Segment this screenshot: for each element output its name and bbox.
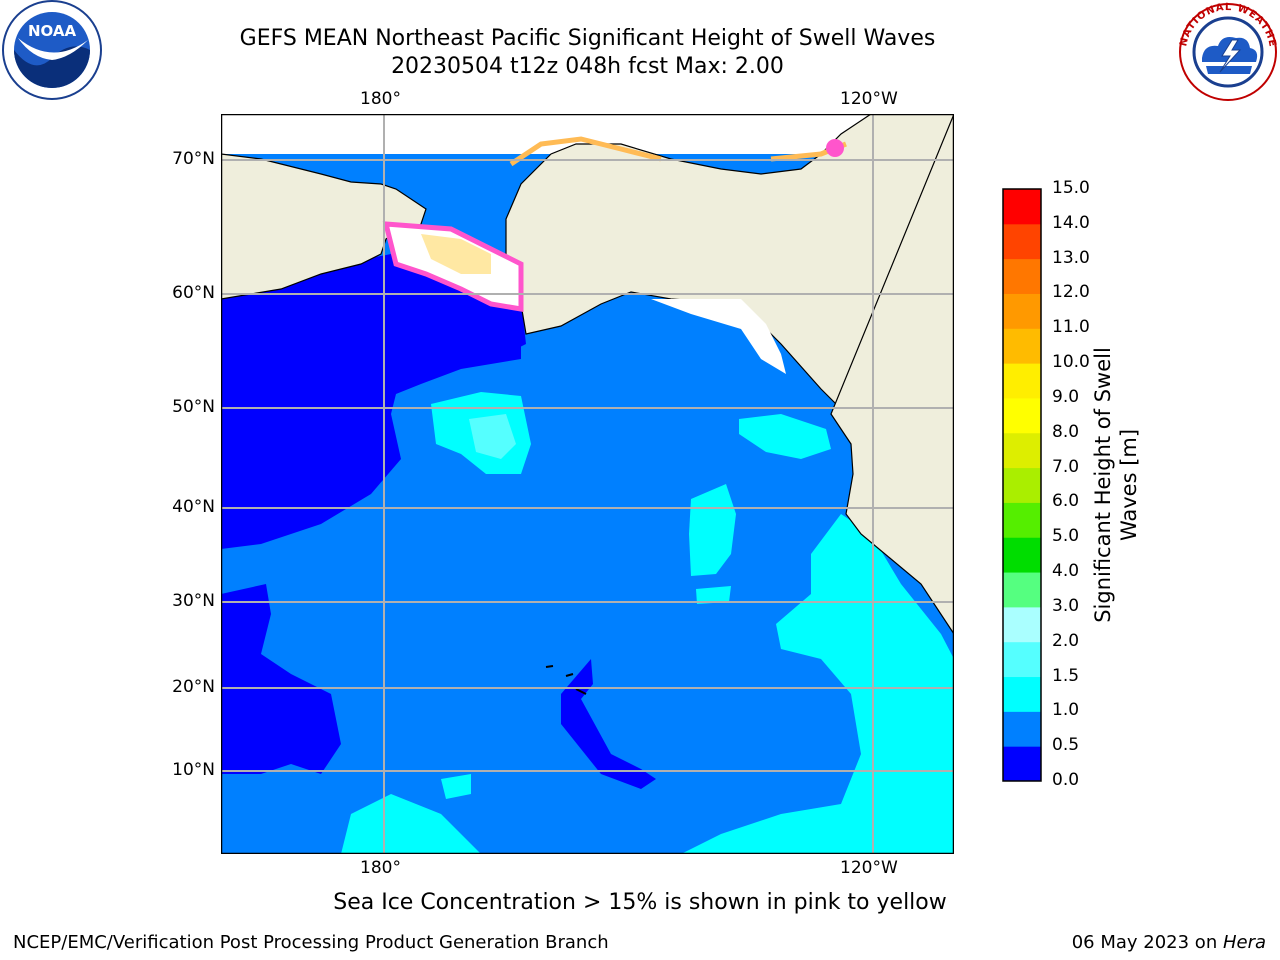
colorbar-label: Significant Height of Swell Waves [m] <box>1090 347 1142 623</box>
svg-text:NOAA: NOAA <box>28 22 77 40</box>
lat-label-40n: 40°N <box>172 497 215 517</box>
colorbar-segment <box>1003 397 1041 434</box>
lat-label-50n: 50°N <box>172 397 215 417</box>
hawaii-islands <box>545 665 587 695</box>
sea-ice-patch-east <box>826 139 844 157</box>
land-north-america-west <box>830 114 954 854</box>
sea-ice-bering-inner <box>421 234 491 274</box>
colorbar-segment <box>1003 328 1041 364</box>
map-title: GEFS MEAN Northeast Pacific Significant … <box>239 26 936 51</box>
graticule <box>221 114 954 854</box>
colorbar-tick-label: 15.0 <box>1052 178 1090 198</box>
swell-band-1.0-1.5-small-patch <box>696 586 731 604</box>
colorbar-segment <box>1003 258 1041 294</box>
lon-label-top-180: 180° <box>360 89 401 109</box>
colorbar-label-line1: Significant Height of Swell <box>1091 347 1115 623</box>
colorbar-tick-label: 7.0 <box>1052 456 1080 477</box>
colorbar-tick-label: 1.5 <box>1052 665 1080 686</box>
colorbar-segment <box>1003 572 1041 608</box>
noaa-logo-icon: NOAA <box>2 0 102 100</box>
map-frame <box>221 114 954 854</box>
colorbar-tick-label: 9.0 <box>1052 386 1080 407</box>
lat-label-20n: 20°N <box>172 677 215 697</box>
swell-band-1.0-1.5-east-patch <box>739 414 831 459</box>
colorbar-tick-label: 12.0 <box>1052 282 1090 303</box>
footer-date: 06 May 2023 on Hera <box>1072 932 1266 953</box>
lat-label-70n: 70°N <box>172 149 215 169</box>
colorbar-tick-label: 2.0 <box>1052 630 1080 651</box>
colorbar-segment <box>1003 641 1041 678</box>
swell-band-1.0-1.5-california-coast <box>681 514 954 854</box>
colorbar-label-line2: Waves [m] <box>1117 428 1141 542</box>
lat-label-10n: 10°N <box>172 760 215 780</box>
colorbar-tick-label: 5.0 <box>1052 526 1080 547</box>
lon-label-bottom-120w: 120°W <box>840 858 898 878</box>
sea-ice-arctic-coast <box>509 136 662 167</box>
colorbar-segment <box>1003 502 1041 538</box>
lat-label-60n: 60°N <box>172 283 215 303</box>
lat-label-30n: 30°N <box>172 591 215 611</box>
colorbar-tick-label: 14.0 <box>1052 212 1090 233</box>
colorbar-segment <box>1003 467 1041 503</box>
colorbar-segment <box>1003 363 1041 399</box>
swell-band-1.0-1.5-south-center <box>441 774 471 799</box>
sea-ice-note: Sea Ice Concentration > 15% is shown in … <box>333 890 947 915</box>
footer-host: Hera <box>1222 932 1266 953</box>
footer-date-text: 06 May 2023 on <box>1071 932 1223 953</box>
colorbar-segment <box>1003 711 1041 747</box>
colorbar-tick-label: 1.0 <box>1052 700 1080 721</box>
gulf-coast-strip <box>651 299 786 374</box>
colorbar-tick-label: 11.0 <box>1052 317 1090 338</box>
nws-logo-icon: NATIONAL WEATHER SERVICE <box>1176 0 1277 101</box>
swell-band-0-0.5-hawaii-wake <box>561 659 656 789</box>
colorbar-segment <box>1003 189 1041 225</box>
colorbar-tick-label: 10.0 <box>1052 352 1090 373</box>
footer-credit: NCEP/EMC/Verification Post Processing Pr… <box>13 932 609 953</box>
swell-band-0-0.5-southwest <box>221 584 341 774</box>
lon-label-top-120w: 120°W <box>840 89 898 109</box>
colorbar-tick-label: 4.0 <box>1052 561 1080 582</box>
colorbar-tick-label: 13.0 <box>1052 247 1090 268</box>
colorbar-segment <box>1003 676 1041 712</box>
colorbar <box>1002 188 1042 782</box>
colorbar-tick-label: 6.0 <box>1052 491 1080 512</box>
lon-label-bottom-180: 180° <box>360 858 401 878</box>
colorbar-segment <box>1003 293 1041 329</box>
colorbar-segment <box>1003 432 1041 469</box>
map-panel <box>221 114 954 854</box>
colorbar-tick-label: 0.0 <box>1052 770 1080 790</box>
colorbar-frame <box>1002 188 1042 782</box>
colorbar-segment <box>1003 606 1041 643</box>
colorbar-tick-label: 8.0 <box>1052 421 1080 442</box>
swell-band-1.5-2.0-central-north-core <box>469 414 516 459</box>
colorbar-segment <box>1003 746 1041 782</box>
colorbar-tick-label: 0.5 <box>1052 735 1080 756</box>
colorbar-segment <box>1003 537 1041 573</box>
map-subtitle: 20230504 t12z 048h fcst Max: 2.00 <box>391 54 784 79</box>
swell-band-1.0-1.5-south-west <box>341 794 481 854</box>
colorbar-tick-label: 3.0 <box>1052 595 1080 616</box>
colorbar-segment <box>1003 223 1041 260</box>
